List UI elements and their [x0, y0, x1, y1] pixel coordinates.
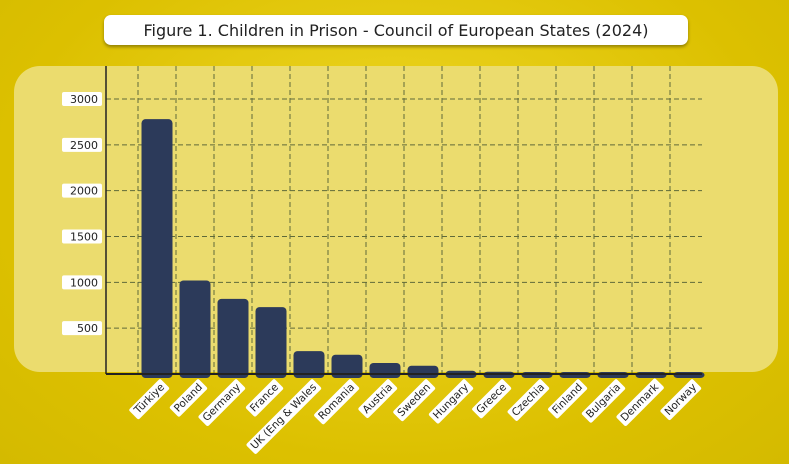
y-tick-label: 3000: [70, 93, 98, 106]
category-label-box: [169, 379, 208, 417]
bar-2: [217, 298, 249, 378]
axes: [105, 66, 702, 375]
y-tick-labels: 500 1000 1500 2000 2500 3000: [62, 92, 102, 336]
y-tick-box: [62, 229, 102, 244]
category-label-box: [472, 379, 512, 419]
x-label-11: Finland: [548, 379, 588, 419]
y-tick-2500: 2500: [62, 137, 102, 152]
bar-0: [141, 119, 173, 379]
bars: [141, 119, 705, 379]
category-label: Austria: [360, 381, 395, 416]
category-label: France: [248, 381, 281, 414]
y-tick-label: 2500: [70, 139, 98, 152]
category-label: UK (Eng & Wales: [249, 381, 320, 452]
category-label-box: [129, 379, 170, 420]
category-label: Finland: [550, 381, 585, 416]
category-label: Türkiye: [131, 381, 167, 417]
category-label-box: [314, 379, 360, 425]
category-label: Czechia: [510, 381, 548, 419]
category-label-box: [616, 378, 664, 426]
y-tick-box: [62, 275, 102, 290]
y-tick-label: 1500: [70, 231, 98, 244]
x-label-3: France: [245, 379, 284, 417]
y-tick-1000: 1000: [62, 275, 102, 290]
x-label-14: Norway: [660, 379, 702, 420]
category-label: Sweden: [395, 381, 433, 419]
category-label-box: [660, 379, 702, 420]
bar-3: [255, 307, 287, 378]
x-label-13: Denmark: [616, 378, 664, 426]
y-tick-2000: 2000: [62, 183, 102, 198]
y-tick-500: 500: [62, 321, 102, 336]
category-label-box: [393, 379, 436, 422]
x-label-4: UK (Eng & Wales: [246, 379, 322, 454]
y-tick-3000: 3000: [62, 92, 102, 106]
category-label-box: [548, 379, 588, 419]
y-tick-label: 1000: [70, 276, 98, 289]
y-tick-1500: 1500: [62, 229, 102, 244]
y-tick-box: [62, 183, 102, 198]
bar-5: [331, 354, 363, 378]
category-label: Greece: [474, 381, 509, 416]
category-label: Bulgaria: [584, 381, 623, 420]
bar-1: [179, 280, 211, 378]
x-label-10: Czechia: [507, 379, 550, 421]
grid-lines: [106, 66, 702, 374]
chart-title: Figure 1. Children in Prison - Council o…: [143, 20, 649, 40]
bar-7: [407, 365, 439, 378]
y-tick-label: 500: [77, 322, 98, 335]
x-label-5: Romania: [314, 379, 360, 425]
x-label-1: Poland: [169, 379, 208, 417]
category-label-box: [245, 379, 284, 417]
category-label: Denmark: [619, 381, 662, 424]
bar-4: [293, 351, 325, 378]
category-label-box: [428, 379, 474, 424]
y-tick-box: [62, 137, 102, 152]
title-box: Figure 1. Children in Prison - Council o…: [104, 15, 688, 45]
x-label-0: Türkiye: [129, 379, 170, 420]
category-label-box: [581, 379, 626, 423]
category-label: Romania: [316, 381, 357, 422]
category-label: Hungary: [431, 381, 471, 421]
category-label-box: [198, 379, 246, 426]
y-tick-box: [62, 92, 102, 106]
x-label-9: Greece: [472, 379, 512, 419]
category-label-box: [246, 379, 322, 454]
bar-6: [369, 363, 401, 378]
x-label-6: Austria: [358, 379, 398, 419]
category-label-box: [507, 379, 550, 421]
x-label-8: Hungary: [428, 379, 474, 424]
y-tick-label: 2000: [70, 185, 98, 198]
chart-panel: [14, 66, 778, 372]
category-label: Norway: [662, 381, 699, 418]
category-label: Poland: [172, 381, 205, 414]
y-tick-box: [62, 321, 102, 336]
category-label-box: [358, 379, 398, 419]
